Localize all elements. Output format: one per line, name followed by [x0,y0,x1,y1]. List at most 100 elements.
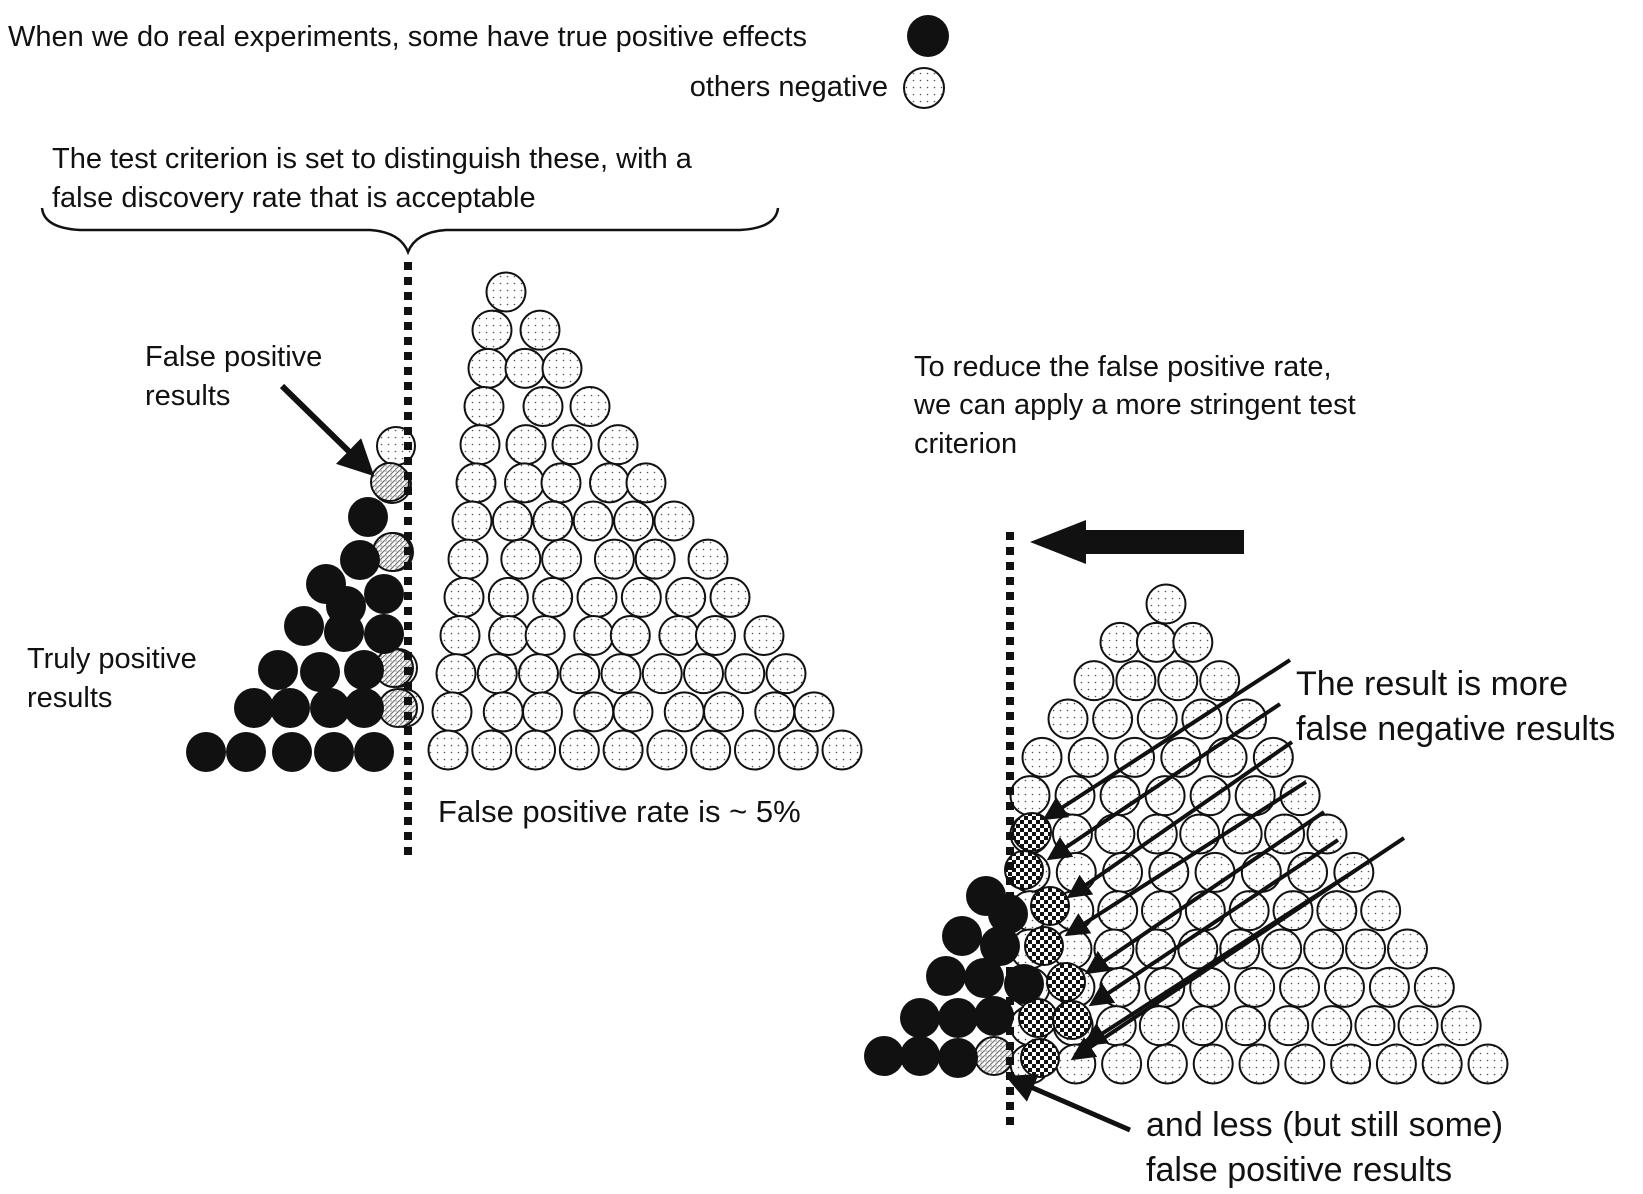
negative-circle [1157,660,1199,702]
negative-circle [540,462,582,504]
true-positive-circle [964,958,1004,998]
negative-circle [541,347,583,389]
negative-circle [634,538,676,580]
true-positive-circle [234,688,274,728]
negative-circle [1073,660,1115,702]
false-negative-circle [1018,998,1058,1038]
negative-circle [1303,928,1345,970]
false-positive-rate-label: False positive rate is ~ 5% [438,794,801,829]
false-negative-circle [1024,926,1064,966]
negative-circle [600,653,642,695]
right-circle-group [864,583,1509,1085]
negative-circle [620,576,662,618]
negative-circle [733,729,775,771]
negative-circle [743,615,785,656]
negative-circle [1354,1005,1396,1047]
negative-circle [612,691,654,733]
negative-circle [491,500,533,542]
negative-circle [1238,1043,1280,1085]
negative-circle [1316,890,1358,932]
negative-circle [1311,1005,1353,1047]
negative-circle [1323,966,1365,1008]
negative-circle [532,576,574,618]
true-positive-circle [324,612,364,652]
negative-circle [703,691,744,733]
false-positive-arrow [279,383,375,477]
reduce-text-line2: we can apply a more stringent test [913,389,1356,421]
negative-circle [1284,1043,1326,1085]
true-positive-circle [340,540,380,580]
true-positive-circle [926,956,966,996]
negative-circle [1268,1005,1310,1047]
negative-circle [665,576,707,618]
left-circle-group [186,271,863,772]
negative-circle [658,615,700,656]
negative-circle [522,691,563,733]
true-positive-circle [864,1036,904,1076]
false-negative-arrow [1070,836,1406,1061]
false-positive-right-arrow [1005,1074,1131,1133]
true-positive-circle [344,688,384,728]
negative-circle [1360,890,1402,932]
criterion-brace [40,207,780,256]
true-positive-circle [900,998,940,1038]
false-negative-circle [1020,1038,1060,1078]
negative-circle [1092,698,1134,740]
negative-circle [541,538,583,580]
true-positive-circle [938,1038,978,1078]
negative-circle [1067,736,1109,778]
negative-circle [471,729,513,771]
negative-circle [1261,928,1303,970]
negative-circle [500,538,542,580]
negative-circle [1172,621,1214,663]
negative-circle [504,462,545,504]
negative-circle [459,424,501,466]
false-negative-arrow [1046,702,1282,861]
negative-circle [515,729,557,771]
negative-circle [1226,698,1267,740]
negative-circle [1330,1043,1372,1085]
negative-circle [463,386,505,427]
false-negative-circle [1012,812,1052,852]
negative-circle [573,691,615,733]
negative-circle [709,576,751,618]
false-negative-arrow [1066,740,1294,899]
negative-circle [1181,1005,1223,1047]
negative-circle [431,691,473,733]
negative-circle [435,653,477,695]
negative-circle [609,615,651,656]
true-positive-circle [310,688,350,728]
negative-circle [765,653,807,695]
false-negative-arrow [1084,810,1326,975]
negative-circle [427,729,469,771]
false-negative-circle [1004,850,1044,890]
negative-circle [597,424,639,466]
legend-negative-marker-icon [903,67,945,109]
negative-circle [476,653,518,695]
negative-circle [451,500,493,542]
negative-circle [1021,736,1063,778]
negative-circle [793,691,835,733]
negative-circle [524,615,566,656]
negative-circle [1146,1043,1188,1085]
true-positive-circle [258,650,298,690]
negative-circle [1240,851,1282,893]
legend-positive-marker-icon [907,15,949,57]
negative-circle [572,500,614,542]
negative-circle [532,500,574,542]
true-positive-circle [364,614,404,654]
less-text-line2: false positive results [1146,1151,1452,1189]
negative-circle [1279,966,1321,1008]
negative-circle [1101,1043,1143,1085]
negative-circle [1206,736,1248,778]
negative-circle [1345,928,1387,970]
negative-circle [1115,660,1157,702]
true-positive-circle [974,996,1014,1036]
false-positive-label-line1: False positive [145,341,322,373]
reduce-text-line3: criterion [914,428,1017,460]
negative-circle [1221,813,1263,855]
negative-circle [1467,1043,1509,1085]
true-positive-circle [354,732,394,772]
